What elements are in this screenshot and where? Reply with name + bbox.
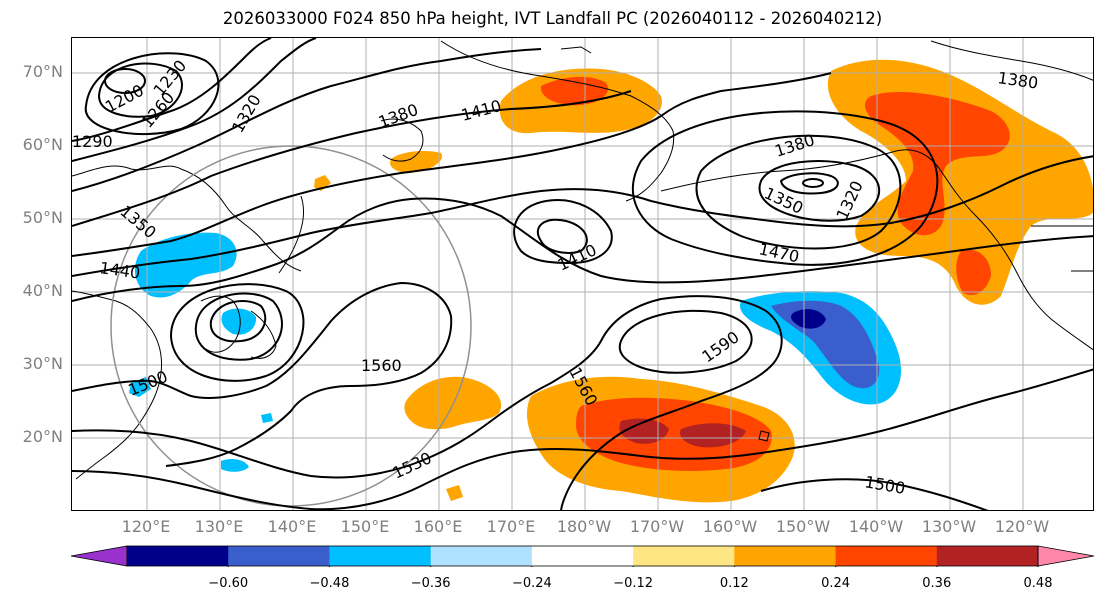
colorbar-tick-label: −0.24 [511,576,552,591]
map-panel: 1200 1230 1260 1290 1320 1350 1380 1410 … [71,37,1094,511]
colorbar-tick-label: −0.12 [613,576,654,591]
colorbar-segment [430,546,533,566]
lon-label-160w: 160°W [702,517,758,536]
shade-japan-neg [221,308,257,335]
contour-label-1500: 1500 [125,367,170,400]
contour-label-1530: 1530 [390,448,435,482]
colorbar-tick-label: −0.36 [410,576,451,591]
graticule [72,38,1093,510]
lat-label-40n: 40°N [22,281,63,300]
contour-label-1380-east: 1380 [996,68,1039,92]
shade-alaska-west-core [540,76,609,106]
lat-label-50n: 50°N [22,208,63,227]
colorbar-tick-label: 0.36 [922,576,952,591]
lon-label-140e: 140°E [267,517,317,536]
shade-bering-small [390,151,442,173]
lon-label-150w: 150°W [775,517,831,536]
lon-label-160e: 160°E [413,517,463,536]
lon-label-150e: 150°E [340,517,390,536]
lon-label-140w: 140°W [848,517,904,536]
shade-central-pacific-dark2 [680,423,746,448]
colorbar-segment [228,546,330,566]
lon-label-170w: 170°W [629,517,685,536]
lat-label-60n: 60°N [22,135,63,154]
contour-label-1380-center: 1380 [772,130,817,161]
lat-label-20n: 20°N [22,427,63,446]
colorbar-segment [734,546,837,566]
lon-label-120e: 120°E [121,517,171,536]
colorbar-segment [127,546,229,566]
colorbar-extend-low [70,545,128,567]
contour-label-1350: 1350 [116,202,159,243]
shade-kamchatka-dot [314,175,331,191]
contour-label-1410: 1410 [459,96,503,125]
lon-label-170e: 170°E [486,517,536,536]
contour-label-1290: 1290 [72,132,113,151]
colorbar [70,545,1095,567]
shade-northeast-pacific-neg-dark [791,309,826,329]
contour-label-1440: 1440 [98,258,141,282]
colorbar-segment [936,546,1039,566]
colorbar-extend-high [1037,545,1095,567]
lon-label-130w: 130°W [921,517,977,536]
colorbar-tick-label: 0.12 [719,576,749,591]
lat-label-30n: 30°N [22,354,63,373]
lon-label-130e: 130°E [194,517,244,536]
shade-philippine-neg [221,459,249,472]
colorbar-segment [835,546,938,566]
contour-label-1200: 1200 [102,81,147,117]
lat-label-70n: 70°N [22,62,63,81]
colorbar-outline [126,545,1039,567]
coastlines [72,40,1093,480]
shade-central-pacific-core [576,397,772,471]
colorbar-tick-label: −0.60 [208,576,249,591]
lon-label-180w: 180°W [556,517,612,536]
map-title: 2026033000 F024 850 hPa height, IVT Land… [222,9,883,28]
contour-label-1380: 1380 [376,100,421,132]
shade-small-neg [261,413,273,423]
contour-label-1320: 1320 [228,91,265,136]
colorbar-segment [633,546,735,566]
shade-west-pacific [404,376,502,430]
contour-label-1500-east: 1500 [863,472,906,498]
height-contours [72,38,1093,510]
shade-small-blob [446,485,463,501]
map-canvas: 1200 1230 1260 1290 1320 1350 1380 1410 … [72,38,1093,510]
colorbar-tick-label: 0.24 [821,576,851,591]
colorbar-tick-label: −0.48 [309,576,350,591]
contour-label-1230: 1230 [150,56,191,99]
shade-manchuria-neg [134,232,237,298]
contour-label-1470: 1470 [757,239,801,266]
lon-label-120w: 120°W [994,517,1050,536]
colorbar-segment [531,546,634,566]
ivt-positive-shading [314,59,1093,503]
shade-california [956,249,991,296]
contour-label-1560: 1560 [361,356,402,375]
colorbar-tick-label: 0.48 [1023,576,1053,591]
ivt-negative-shading [129,232,901,472]
contour-label-1410-center: 1410 [555,240,600,274]
colorbar-segment [329,546,432,566]
